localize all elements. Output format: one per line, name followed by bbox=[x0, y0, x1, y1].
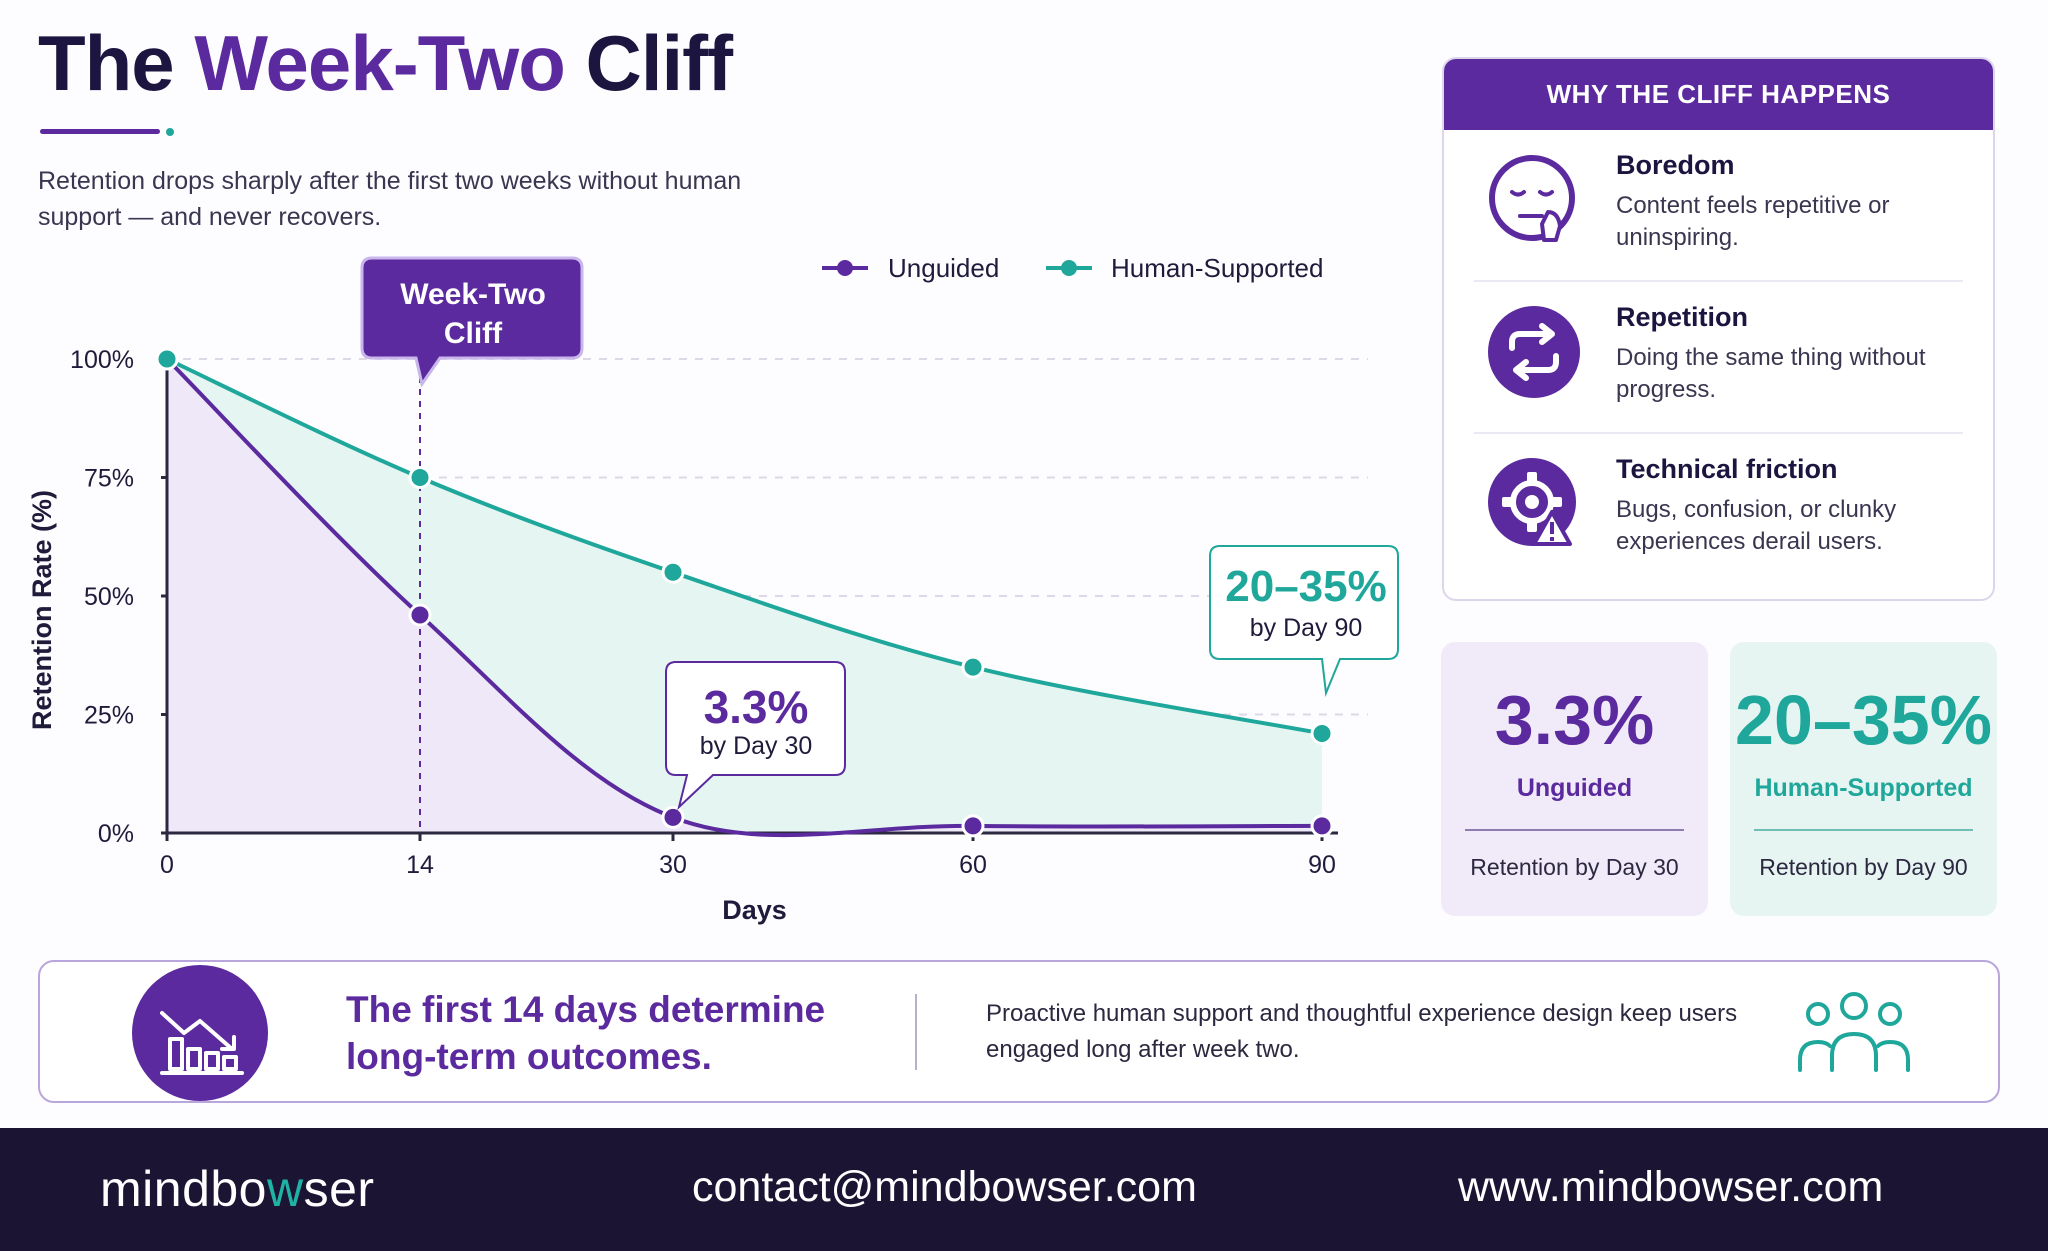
day90-callout-caption: by Day 90 bbox=[1250, 614, 1363, 642]
stat-divider bbox=[1465, 829, 1684, 831]
title-highlight: Week-Two bbox=[194, 19, 565, 107]
human-supported-point bbox=[1310, 721, 1334, 745]
day30-callout-caption: by Day 30 bbox=[700, 732, 813, 760]
y-tick-label: 50% bbox=[84, 583, 134, 611]
title-underline-dot bbox=[166, 128, 174, 136]
day90-callout-value: 20–35% bbox=[1225, 562, 1386, 611]
gear-warning-icon bbox=[1488, 458, 1576, 546]
x-axis-title: Days bbox=[722, 895, 787, 925]
banner-divider bbox=[915, 994, 917, 1070]
website-link[interactable]: www.mindbowser.com bbox=[1458, 1163, 1884, 1211]
legend-unguided-label: Unguided bbox=[888, 253, 999, 283]
reason-title: Boredom bbox=[1616, 150, 1735, 180]
brand-logo[interactable]: mindbowser bbox=[100, 1160, 375, 1218]
unguided-point bbox=[408, 603, 432, 627]
y-tick-label: 100% bbox=[70, 346, 134, 374]
banner-headline: The first 14 days determine long-term ou… bbox=[346, 989, 826, 1077]
unguided-point bbox=[661, 805, 685, 829]
page-subtitle: Retention drops sharply after the first … bbox=[38, 167, 742, 231]
title-suffix: Cliff bbox=[564, 19, 734, 107]
takeaway-banner: The first 14 days determine long-term ou… bbox=[38, 960, 2000, 1103]
week-two-cliff-callout bbox=[360, 256, 584, 388]
reasons-card: WHY THE CLIFF HAPPENS Boredom Content fe… bbox=[1442, 57, 1995, 601]
stat-caption: Retention by Day 30 bbox=[1470, 854, 1679, 880]
human-supported-point bbox=[408, 466, 432, 489]
y-tick-label: 0% bbox=[98, 820, 134, 848]
y-axis-title: Retention Rate (%) bbox=[27, 490, 57, 730]
repeat-icon bbox=[1488, 306, 1580, 398]
human-supported-point bbox=[661, 560, 685, 584]
stat-value: 20–35% bbox=[1735, 681, 1992, 759]
title-prefix: The bbox=[38, 19, 195, 107]
x-tick-label: 14 bbox=[406, 851, 434, 879]
reason-repetition: Repetition Doing the same thing without … bbox=[1474, 282, 1963, 434]
logo-text: ser bbox=[303, 1161, 375, 1217]
legend-human-supported-marker bbox=[1061, 260, 1077, 276]
unguided-point bbox=[1310, 814, 1334, 838]
day30-callout-value: 3.3% bbox=[704, 681, 809, 733]
x-tick-label: 0 bbox=[160, 851, 174, 879]
footer: mindbowser contact@mindbowser.com www.mi… bbox=[0, 1128, 2048, 1251]
legend-unguided-marker bbox=[837, 260, 853, 276]
week-two-cliff-label: Cliff bbox=[444, 317, 503, 350]
logo-accent: w bbox=[267, 1161, 304, 1217]
logo-text: mindbo bbox=[100, 1161, 267, 1217]
stat-human-supported: 20–35% Human-Supported Retention by Day … bbox=[1730, 642, 1997, 916]
unguided-area bbox=[167, 359, 1322, 836]
declining-bar-chart-icon bbox=[160, 1011, 244, 1075]
stat-divider bbox=[1754, 829, 1973, 831]
contact-email-link[interactable]: contact@mindbowser.com bbox=[692, 1163, 1197, 1211]
people-group-icon bbox=[1798, 992, 1910, 1072]
banner-icon-circle bbox=[132, 965, 268, 1101]
stat-unguided: 3.3% Unguided Retention by Day 30 bbox=[1441, 642, 1708, 916]
retention-line-chart: 0% 25% 50% 75% 100% 0 14 30 60 90 Days Retention Ra… bbox=[27, 253, 1399, 925]
stat-label: Human-Supported bbox=[1754, 774, 1973, 802]
stat-label: Unguided bbox=[1516, 774, 1633, 802]
banner-text: Proactive human support and thoughtful e… bbox=[986, 1000, 1738, 1063]
reason-technical-friction: Technical friction Bugs, confusion, or c… bbox=[1474, 434, 1963, 586]
x-tick-label: 60 bbox=[959, 851, 987, 879]
legend-human-supported-label: Human-Supported bbox=[1111, 253, 1323, 283]
stat-caption: Retention by Day 90 bbox=[1759, 854, 1968, 880]
bored-face-icon bbox=[1489, 155, 1575, 242]
stat-value: 3.3% bbox=[1494, 681, 1655, 759]
human-supported-point bbox=[961, 655, 985, 679]
x-tick-label: 30 bbox=[659, 851, 687, 879]
page-title: The Week-Two Cliff bbox=[38, 18, 734, 109]
reason-description: Bugs, confusion, or clunky experiences d… bbox=[1616, 496, 1897, 555]
reason-description: Content feels repetitive or uninspiring. bbox=[1616, 192, 1890, 251]
day90-callout bbox=[1209, 545, 1399, 697]
x-tick-label: 90 bbox=[1308, 851, 1336, 879]
reasons-card-heading: WHY THE CLIFF HAPPENS bbox=[1444, 59, 1993, 130]
day30-callout bbox=[665, 661, 846, 811]
reason-boredom: Boredom Content feels repetitive or unin… bbox=[1474, 130, 1963, 282]
reason-description: Doing the same thing without progress. bbox=[1616, 344, 1926, 403]
y-tick-label: 75% bbox=[84, 465, 134, 493]
unguided-point bbox=[961, 814, 985, 838]
human-supported-point bbox=[155, 347, 179, 371]
week-two-cliff-label: Week-Two bbox=[400, 278, 546, 311]
title-underline bbox=[40, 129, 160, 134]
y-tick-label: 25% bbox=[84, 702, 134, 730]
reason-title: Repetition bbox=[1616, 302, 1748, 332]
reason-title: Technical friction bbox=[1616, 454, 1838, 484]
